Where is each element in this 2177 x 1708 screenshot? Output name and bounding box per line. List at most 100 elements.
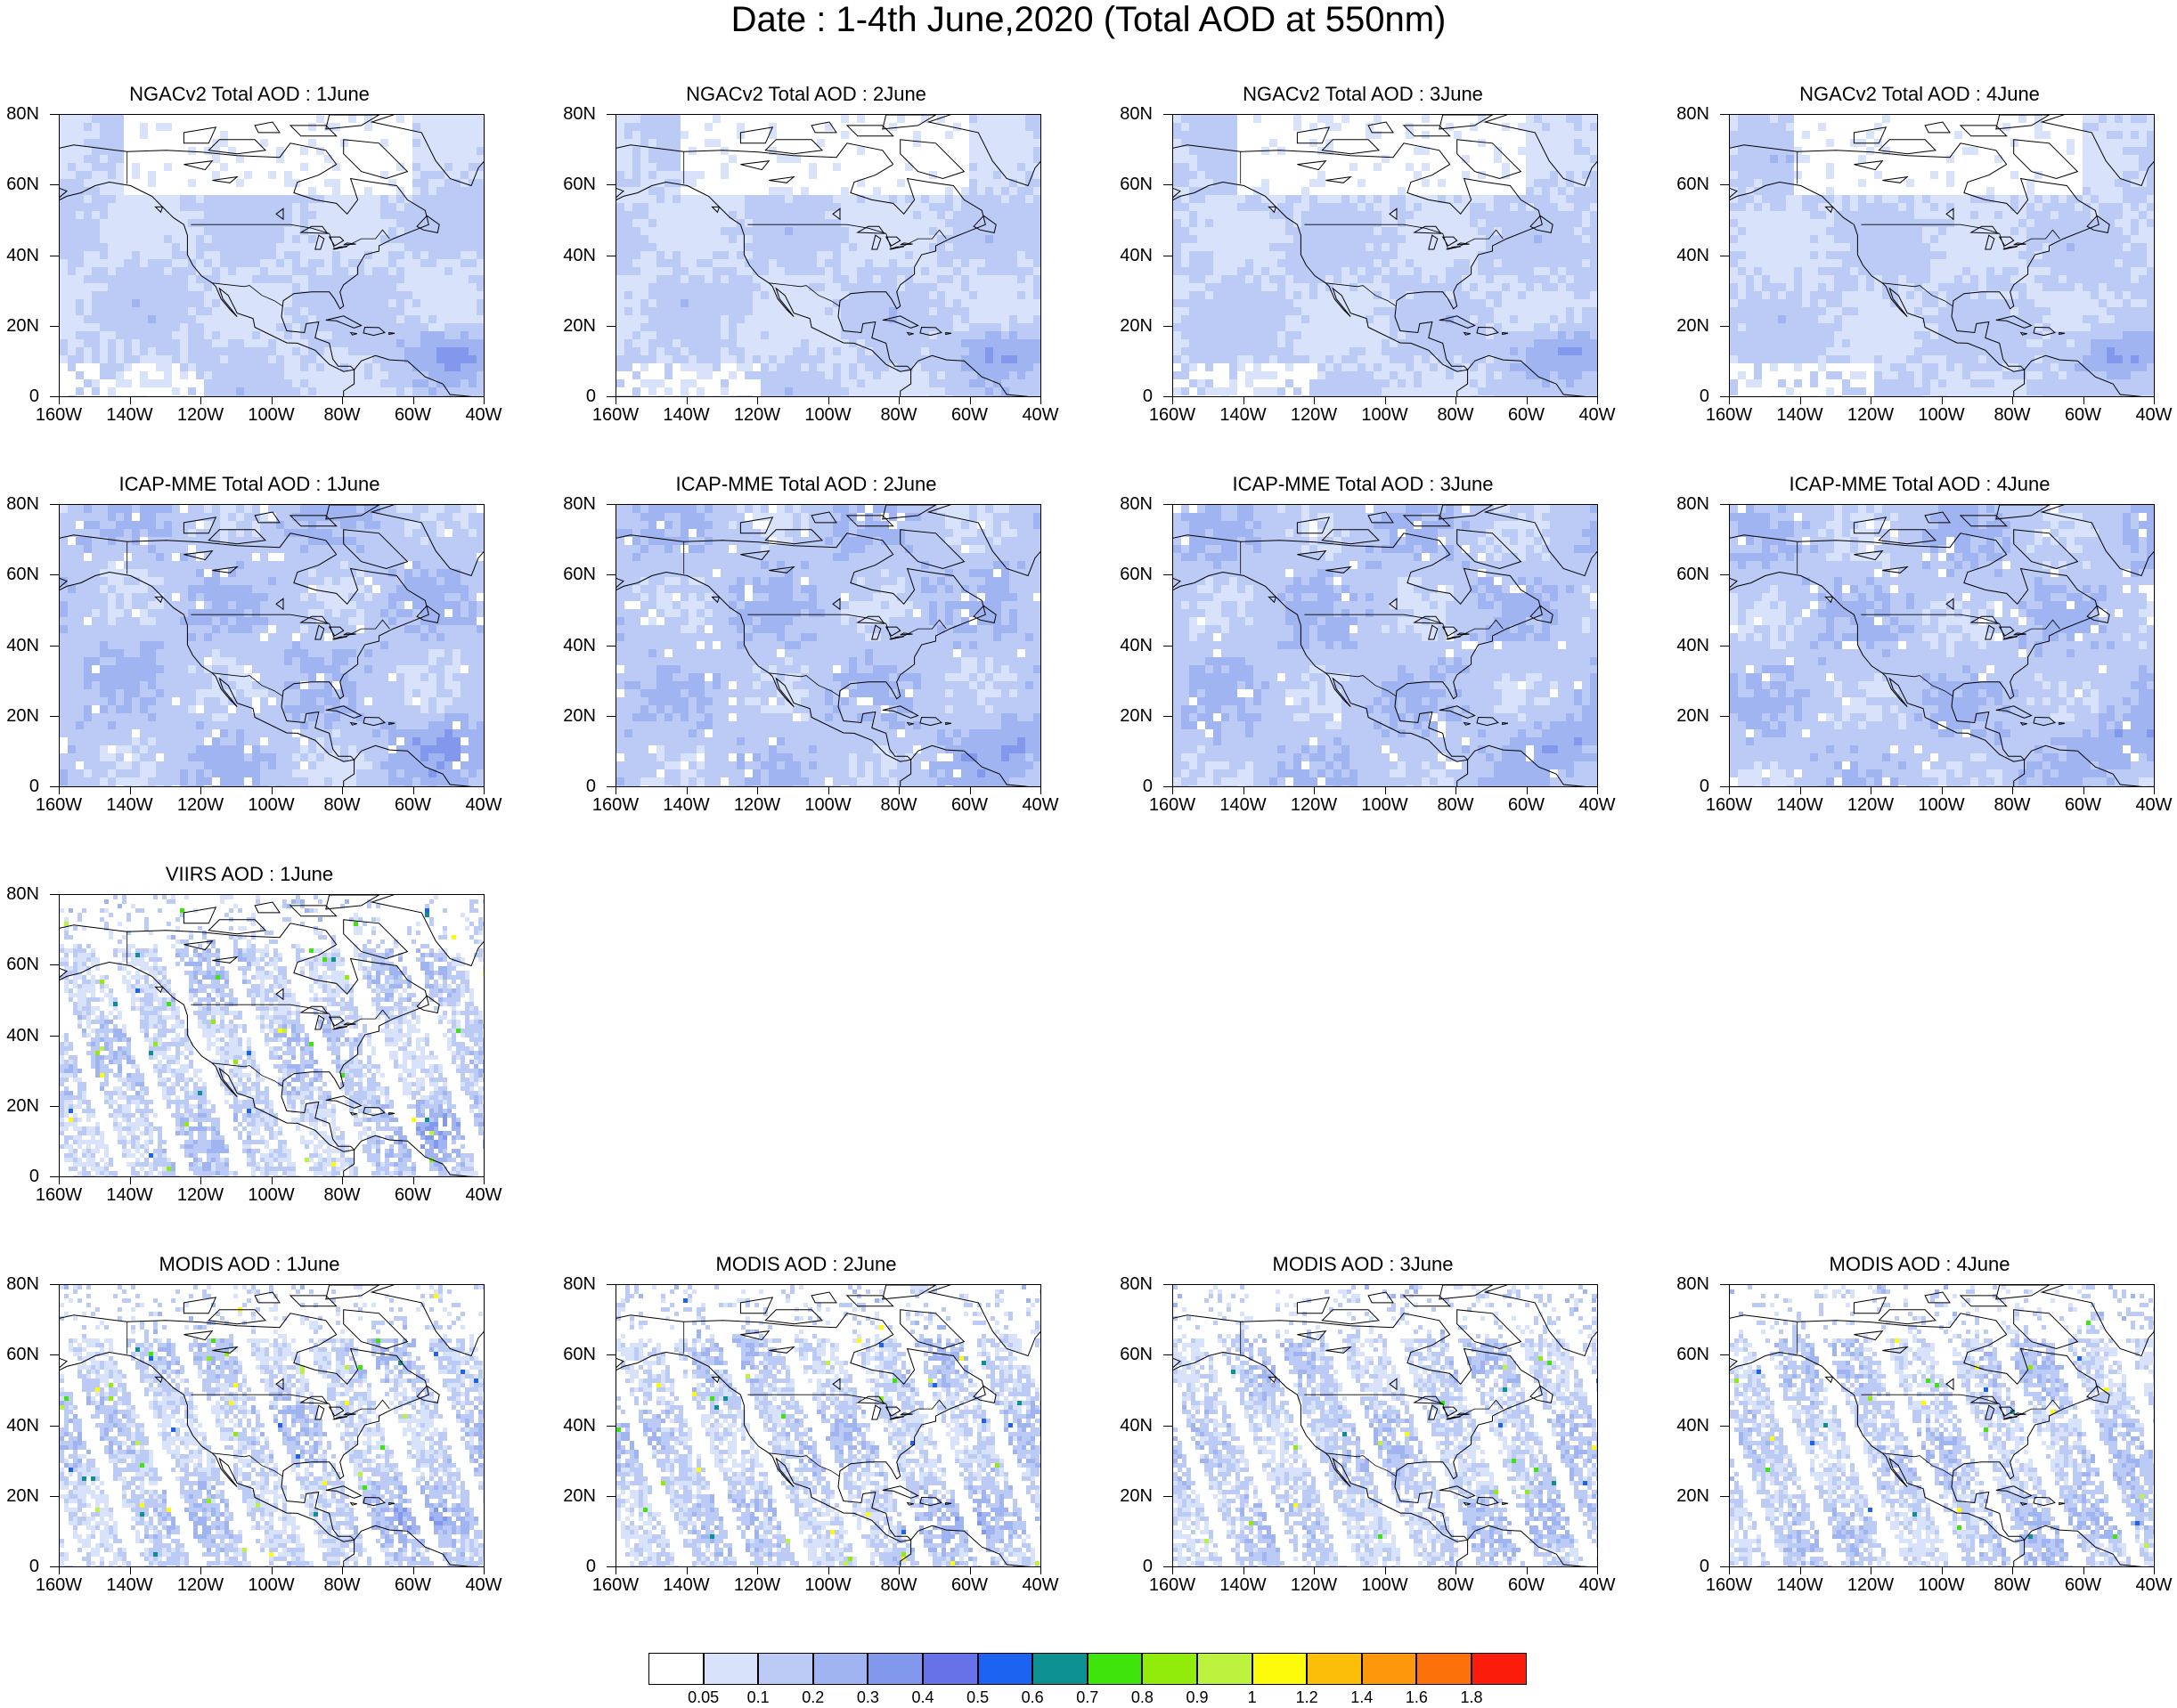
lat-tick-mark — [50, 894, 59, 895]
lon-tick-label: 40W — [453, 1574, 515, 1596]
lon-tick-mark — [1799, 787, 1801, 794]
colorbar-label: 1 — [1226, 1688, 1279, 1706]
lat-tick-label: 40N — [557, 246, 596, 265]
lon-tick-label: 60W — [382, 404, 444, 426]
lon-tick-label: 120W — [1839, 1574, 1902, 1596]
lat-tick-mark — [50, 1284, 59, 1285]
lat-tick-mark — [50, 325, 59, 327]
lat-tick-label: 80N — [1670, 104, 1709, 124]
lon-tick-mark — [686, 787, 688, 794]
lat-tick-label: 40N — [557, 636, 596, 655]
aod-grid-cells — [616, 1285, 1040, 1566]
lat-tick-mark — [50, 1354, 59, 1356]
lon-tick-label: 40W — [453, 1184, 515, 1206]
coastlines — [616, 505, 1040, 786]
lat-tick-mark — [1163, 1566, 1172, 1567]
panel-title: MODIS AOD : 3June — [1113, 1250, 1612, 1279]
panel-title: ICAP-MME Total AOD : 2June — [557, 470, 1056, 499]
lat-tick-label: 60N — [1113, 1345, 1153, 1364]
lat-tick-mark — [50, 1176, 59, 1177]
lon-tick-mark — [1455, 787, 1456, 794]
lat-tick-label: 20N — [1113, 316, 1153, 336]
lon-tick-label: 160W — [28, 1184, 90, 1206]
colorbar-swatch — [1032, 1653, 1088, 1685]
lon-tick-label: 160W — [28, 794, 90, 816]
lat-tick-label: 80N — [1113, 494, 1153, 514]
lat-tick-mark — [1163, 1354, 1172, 1356]
lon-tick-label: 80W — [311, 1574, 373, 1596]
lon-tick-label: 160W — [28, 404, 90, 426]
aod-field — [1173, 115, 1597, 396]
lat-tick-mark — [50, 114, 59, 115]
lat-tick-mark — [1163, 184, 1172, 186]
lat-tick-mark — [607, 1425, 616, 1427]
map-panel-ngac-4: NGACv2 Total AOD : 4June 80N 60N 40N 20N 0 160… — [1670, 80, 2172, 454]
lat-tick-mark — [1720, 715, 1729, 717]
lon-tick-label: 160W — [1141, 1574, 1203, 1596]
lon-tick-mark — [686, 397, 688, 404]
lon-tick-mark — [59, 397, 60, 404]
lon-tick-label: 140W — [1769, 404, 1831, 426]
aod-field — [1730, 115, 2154, 396]
lon-tick-label: 80W — [1424, 404, 1487, 426]
lon-tick-mark — [1243, 397, 1244, 404]
lat-tick-label: 0 — [557, 386, 596, 406]
aod-field — [616, 1285, 1040, 1566]
lon-tick-label: 80W — [1424, 794, 1487, 816]
lon-tick-mark — [828, 397, 829, 404]
coastlines — [616, 115, 1040, 396]
lon-tick-label: 80W — [1981, 1574, 2043, 1596]
lon-tick-mark — [1941, 1567, 1943, 1574]
aod-field — [60, 1285, 484, 1566]
lon-tick-mark — [1314, 1567, 1315, 1574]
lon-tick-mark — [1040, 1567, 1041, 1574]
lon-tick-mark — [1729, 787, 1730, 794]
lon-tick-mark — [1941, 397, 1943, 404]
lon-tick-label: 60W — [2052, 1574, 2115, 1596]
lat-tick-label: 60N — [1670, 1345, 1709, 1364]
coastlines — [60, 115, 484, 396]
colorbar-swatch — [648, 1653, 704, 1685]
lat-tick-label: 60N — [1113, 175, 1153, 194]
map-panel-modis-1: MODIS AOD : 1June 80N 60N 40N 20N 0 160W 140W 12… — [0, 1250, 501, 1624]
lon-tick-mark — [1314, 787, 1315, 794]
lon-tick-label: 160W — [1698, 1574, 1760, 1596]
lat-tick-mark — [50, 504, 59, 505]
aod-field — [60, 115, 484, 396]
lat-tick-mark — [1163, 645, 1172, 647]
lon-tick-label: 40W — [2123, 1574, 2177, 1596]
lat-tick-mark — [1720, 1495, 1729, 1497]
lat-tick-label: 60N — [1670, 175, 1709, 194]
lon-tick-label: 100W — [797, 794, 860, 816]
lat-tick-label: 40N — [1113, 636, 1153, 655]
lon-tick-label: 100W — [241, 1184, 303, 1206]
lon-tick-mark — [129, 787, 131, 794]
lon-tick-label: 120W — [1283, 1574, 1345, 1596]
lon-tick-mark — [484, 397, 485, 404]
panel-title: ICAP-MME Total AOD : 4June — [1670, 470, 2169, 499]
lon-tick-mark — [757, 397, 758, 404]
lat-tick-label: 20N — [0, 706, 39, 726]
lat-tick-label: 20N — [557, 316, 596, 336]
lat-tick-label: 40N — [0, 246, 39, 265]
panel-title: NGACv2 Total AOD : 3June — [1113, 80, 1612, 109]
lon-tick-mark — [1243, 1567, 1244, 1574]
lat-tick-mark — [50, 574, 59, 576]
aod-grid-cells — [1173, 1285, 1597, 1566]
coastlines — [1173, 505, 1597, 786]
colorbar-swatch — [758, 1653, 813, 1685]
lon-tick-label: 80W — [311, 1184, 373, 1206]
colorbar-swatch — [1472, 1653, 1527, 1685]
lat-tick-label: 60N — [0, 175, 39, 194]
aod-grid-cells — [616, 505, 1040, 786]
lon-tick-label: 100W — [797, 404, 860, 426]
colorbar-label: 0.05 — [677, 1688, 730, 1706]
lon-tick-mark — [969, 397, 971, 404]
lon-tick-mark — [757, 787, 758, 794]
lat-tick-mark — [1163, 1425, 1172, 1427]
map-plot-area — [616, 114, 1041, 397]
lat-tick-mark — [50, 1495, 59, 1497]
lat-tick-label: 40N — [0, 1026, 39, 1045]
lon-tick-label: 80W — [868, 1574, 930, 1596]
lon-tick-label: 140W — [99, 1574, 161, 1596]
